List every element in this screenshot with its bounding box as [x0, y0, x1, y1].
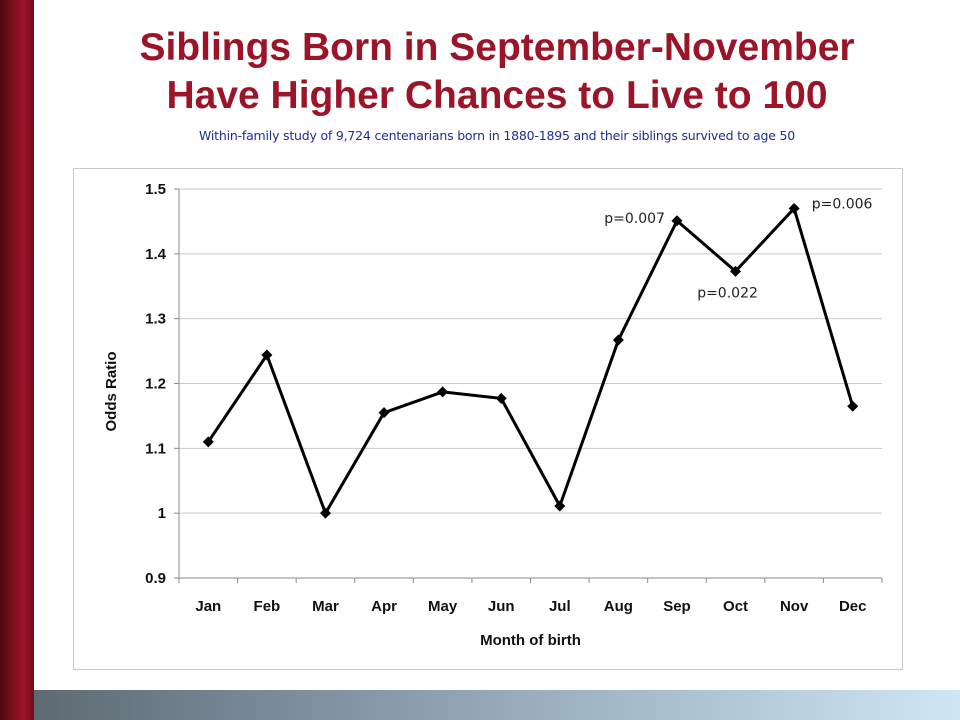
- slide-subtitle: Within-family study of 9,724 centenarian…: [199, 128, 795, 143]
- x-tick-label: Jun: [488, 598, 515, 615]
- x-tick-labels: Jan Feb Mar Apr May Jun Jul Aug Sep Oct Nov Dec: [195, 598, 866, 615]
- y-tick-labels: 0.9 1 1.1 1.2 1.3 1.4 1.5: [145, 181, 167, 587]
- data-point: [671, 215, 683, 227]
- slide-side-bar: [0, 0, 34, 720]
- annotations: p=0.007 p=0.022 p=0.006: [604, 196, 872, 301]
- y-tick-label: 1.3: [145, 311, 166, 328]
- p-value-annotation: p=0.022: [697, 285, 758, 301]
- data-point: [730, 265, 742, 277]
- data-point: [378, 407, 390, 419]
- data-point: [261, 349, 273, 361]
- data-point: [495, 392, 507, 404]
- x-tick-label: Jul: [549, 598, 571, 615]
- x-tick-label: Aug: [604, 598, 633, 615]
- x-tick-label: Nov: [780, 598, 809, 615]
- y-tick-label: 1.4: [145, 246, 167, 263]
- y-axis-title: Odds Ratio: [103, 351, 120, 431]
- x-tick-label: Jan: [195, 598, 221, 615]
- slide-title: Siblings Born in September-November Have…: [34, 24, 960, 120]
- p-value-annotation: p=0.006: [812, 196, 873, 212]
- axes: [174, 188, 883, 583]
- x-tick-label: Feb: [254, 598, 281, 615]
- data-point: [788, 202, 800, 214]
- line-chart: 0.9 1 1.1 1.2 1.3 1.4 1.5 Jan Feb Mar Apr May Jun Ju…: [103, 181, 883, 649]
- y-tick-label: 1: [158, 505, 166, 522]
- x-tick-label: Dec: [839, 598, 867, 615]
- data-point: [319, 507, 331, 519]
- slide-title-line-2: Have Higher Chances to Live to 100: [166, 74, 828, 117]
- data-point: [202, 436, 214, 448]
- y-tick-label: 1.2: [145, 376, 166, 393]
- x-tick-label: Mar: [312, 598, 339, 615]
- gridlines: [179, 188, 882, 514]
- slide-title-line-1: Siblings Born in September-November: [139, 26, 855, 69]
- x-axis-title: Month of birth: [480, 632, 581, 649]
- data-point: [847, 400, 859, 412]
- data-point: [437, 386, 449, 398]
- x-tick-label: Sep: [663, 598, 691, 615]
- y-tick-label: 1.5: [145, 181, 166, 198]
- chart-frame: 0.9 1 1.1 1.2 1.3 1.4 1.5 Jan Feb Mar Apr May Jun Ju…: [73, 168, 903, 670]
- data-point: [612, 334, 624, 346]
- x-tick-label: Apr: [371, 598, 397, 615]
- data-point: [554, 500, 566, 512]
- x-tick-label: Oct: [723, 598, 748, 615]
- p-value-annotation: p=0.007: [604, 211, 665, 227]
- series-line: [207, 205, 855, 517]
- series: [202, 202, 859, 519]
- y-tick-label: 0.9: [145, 570, 166, 587]
- x-tick-label: May: [428, 598, 458, 615]
- y-tick-label: 1.1: [145, 440, 166, 457]
- slide-bottom-bar: [34, 690, 960, 720]
